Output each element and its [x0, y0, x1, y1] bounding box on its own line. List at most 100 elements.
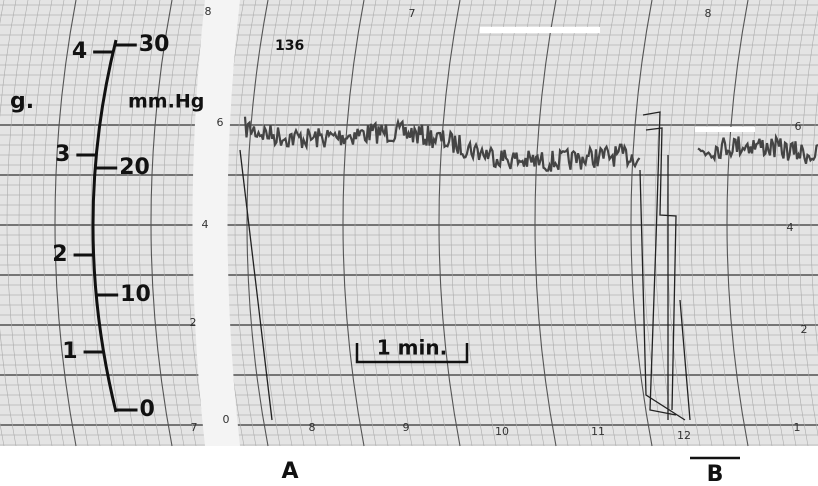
panel-label: B: [707, 462, 724, 486]
grid-arc: [78, 0, 101, 447]
right-unit: mm.Hg: [128, 91, 204, 113]
grid-arc: [510, 0, 533, 447]
grid-arc: [618, 0, 641, 447]
grid-arc: [306, 0, 329, 447]
grid-arc: [150, 0, 173, 447]
left-unit: g.: [10, 89, 34, 114]
grid-arc: [546, 0, 569, 447]
grid-arc: [462, 0, 485, 447]
paper-right-label: 4: [787, 221, 794, 234]
paper-top-label: 8: [705, 7, 712, 20]
paper-bottom-label: 11: [591, 425, 605, 438]
recording-number: 136: [275, 38, 304, 54]
grid-arc: [30, 0, 53, 447]
time-bar-label: 1 min.: [377, 336, 447, 360]
paper-bottom-label: 7: [191, 421, 198, 434]
grid-arc: [762, 0, 785, 447]
grid-arc: [42, 0, 65, 447]
paper-left-label: 4: [202, 218, 209, 231]
scale-label: 2: [52, 242, 67, 267]
grid-arc: [570, 0, 593, 447]
paper-gap: [192, 0, 240, 446]
grid-arc: [390, 0, 413, 447]
paper-bottom-label: 12: [677, 429, 691, 442]
grid-arc: [66, 0, 89, 447]
grid-arc: [6, 0, 29, 447]
paper-left-label: 0: [223, 413, 230, 426]
paper-right-label: 2: [801, 323, 808, 336]
paper-labels: 8 7 8 6 4 2 0 6 4 2 7 8 9 10 11 12 1: [190, 5, 808, 442]
scale-axis: [91, 39, 118, 413]
grid-arc: [174, 0, 197, 447]
grid-arc: [498, 0, 521, 447]
grid-arc: [594, 0, 617, 447]
baseline-stroke: [239, 149, 273, 421]
time-bar: [355, 343, 469, 364]
grid-arc: [234, 0, 257, 447]
grid-arc: [666, 0, 689, 447]
scale: 4 3 2 1 30 20 10 0: [52, 32, 169, 422]
grid-arc: [18, 0, 41, 447]
grid-arc: [582, 0, 605, 447]
grid-arc: [330, 0, 353, 447]
scale-label: 1: [62, 339, 77, 364]
grid-arc: [630, 0, 653, 447]
chart-paper: [0, 0, 818, 446]
grid-arc: [438, 0, 461, 447]
grid-arc: [654, 0, 677, 447]
paper-left-label: 6: [217, 116, 224, 129]
grid-arc: [402, 0, 425, 447]
grid-arc: [414, 0, 437, 447]
grid-arc: [126, 0, 149, 447]
grid-arc: [786, 0, 809, 447]
grid-arc: [162, 0, 185, 447]
grid-arc: [738, 0, 761, 447]
grid: [0, 0, 818, 447]
grid-arc: [714, 0, 737, 447]
grid-arc: [102, 0, 125, 447]
grid-arc: [114, 0, 137, 447]
scale-label: 0: [140, 397, 155, 422]
grid-arc: [378, 0, 401, 447]
grid-arc: [138, 0, 161, 447]
pressure-trace: [243, 116, 818, 172]
grid-arc: [282, 0, 305, 447]
grid-arc: [426, 0, 449, 447]
grid-arc: [342, 0, 365, 447]
grid-arc: [750, 0, 773, 447]
paper-bottom-label: 1: [794, 421, 801, 434]
panel-label: A: [281, 459, 298, 484]
grid-arc: [450, 0, 473, 447]
paper-right-label: 6: [795, 120, 802, 133]
scale-label: 4: [72, 39, 87, 64]
artifact-lines: [639, 111, 691, 421]
paper-top-label: 7: [409, 7, 416, 20]
scale-label: 10: [120, 282, 151, 307]
paper-top-label: 8: [205, 5, 212, 18]
grid-arc: [246, 0, 269, 447]
paper-bottom-label: 10: [495, 425, 509, 438]
grid-arc: [798, 9, 818, 437]
grid-arc: [702, 0, 725, 447]
scale-label: 3: [55, 142, 70, 167]
grid-arc: [270, 0, 293, 447]
paper-bottom-label: 8: [309, 421, 316, 434]
grid-arc: [690, 0, 713, 447]
grid-arc: [258, 0, 281, 447]
grid-arc: [474, 0, 497, 447]
grid-arc: [522, 0, 545, 447]
grid-arc: [486, 0, 509, 447]
grid-arc: [90, 0, 113, 447]
grid-arc: [606, 0, 629, 447]
grid-arc: [0, 0, 17, 447]
scale-label: 20: [119, 155, 150, 180]
grid-arc: [678, 0, 701, 447]
grid-arc: [294, 0, 317, 447]
grid-arc: [354, 0, 377, 447]
grid-arc: [558, 0, 581, 447]
grid-arc: [726, 0, 749, 447]
scale-label: 30: [139, 32, 170, 57]
grid-arc: [186, 0, 209, 447]
grid-arc: [810, 91, 818, 355]
